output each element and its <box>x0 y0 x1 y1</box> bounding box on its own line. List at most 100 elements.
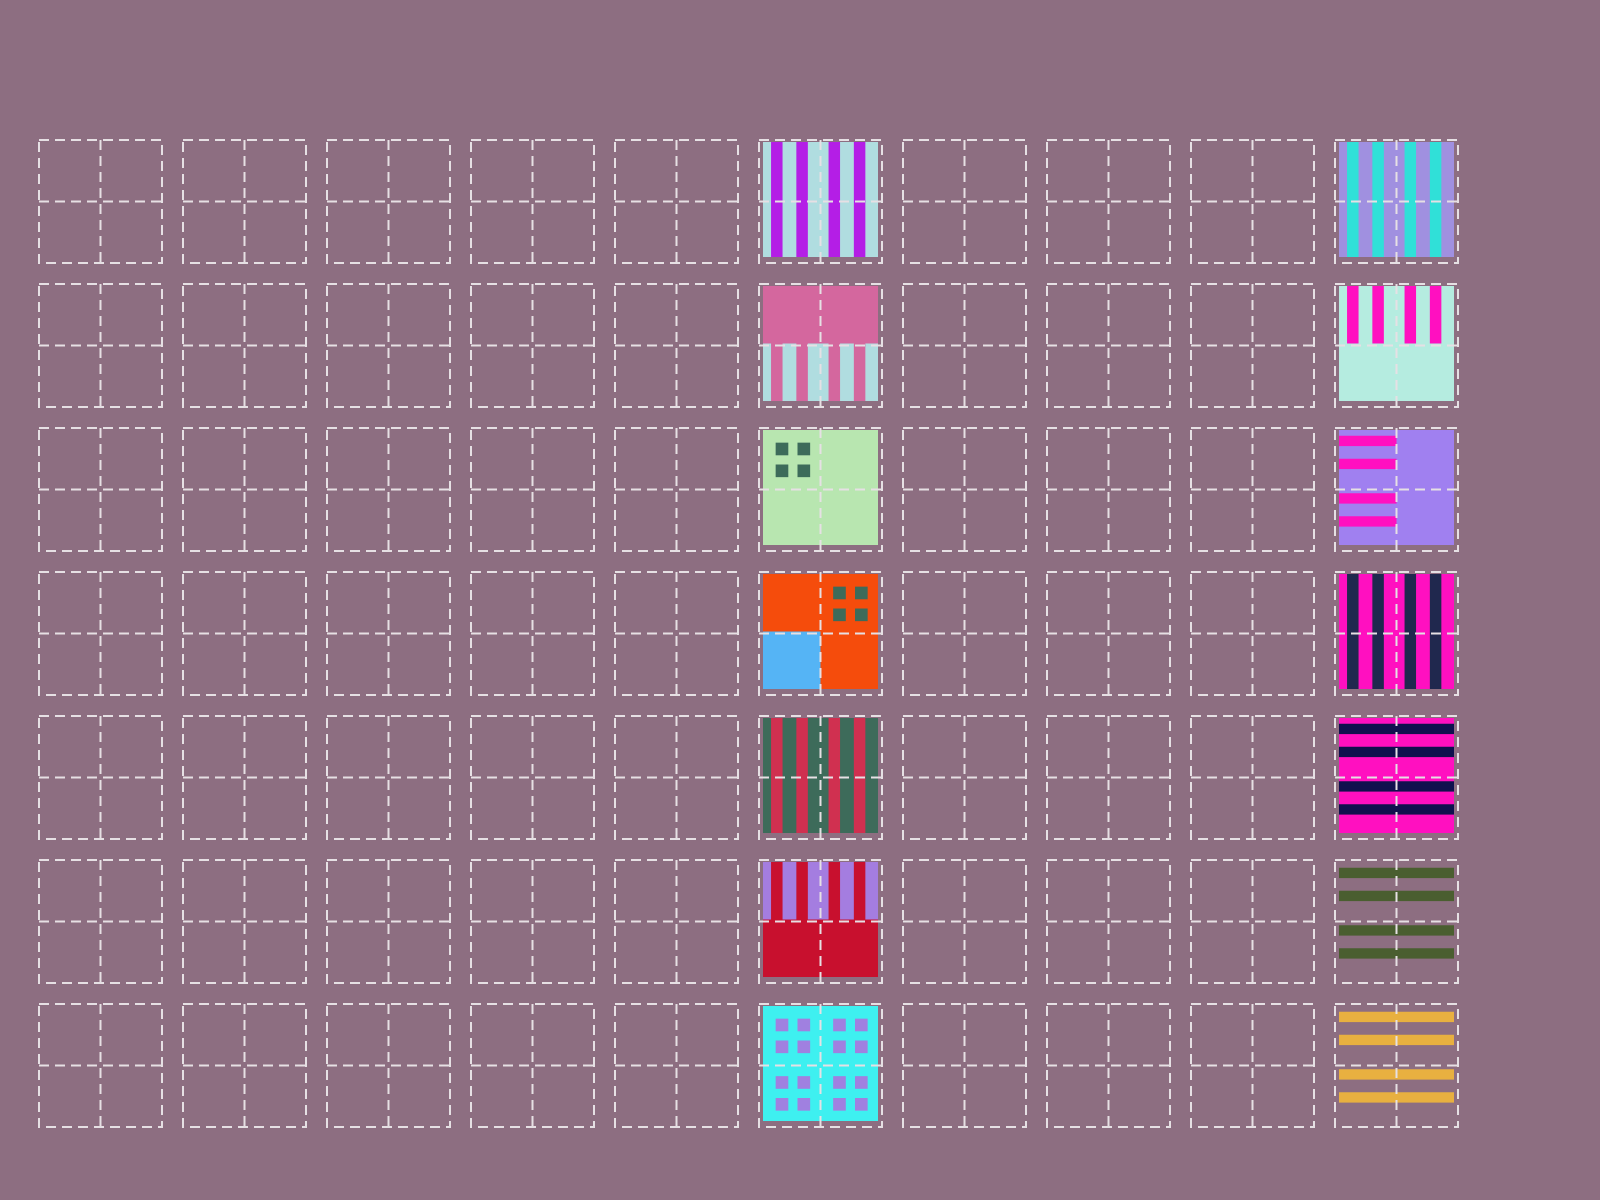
grid-cell[interactable] <box>470 859 595 984</box>
grid-cell[interactable] <box>902 715 1027 840</box>
tile[interactable] <box>1339 286 1454 401</box>
grid-cell[interactable] <box>758 1003 883 1128</box>
grid-cell[interactable] <box>902 427 1027 552</box>
cell-outline <box>758 427 883 552</box>
grid-cell[interactable] <box>38 715 163 840</box>
tile[interactable] <box>763 286 878 401</box>
grid-cell[interactable] <box>1046 139 1171 264</box>
dot <box>855 1018 868 1032</box>
grid-cell[interactable] <box>1190 571 1315 696</box>
grid-cell[interactable] <box>758 715 883 840</box>
grid-cell[interactable] <box>38 571 163 696</box>
grid-cell[interactable] <box>1046 715 1171 840</box>
grid-cell[interactable] <box>758 859 883 984</box>
grid-cell[interactable] <box>326 859 451 984</box>
cell-outline <box>1046 859 1171 984</box>
grid-cell[interactable] <box>182 571 307 696</box>
grid-cell[interactable] <box>1334 283 1459 408</box>
grid-cell[interactable] <box>1190 427 1315 552</box>
grid-cell[interactable] <box>1190 283 1315 408</box>
tile[interactable] <box>1339 867 1454 959</box>
stripe <box>1396 1011 1454 1023</box>
grid-cell[interactable] <box>1190 1003 1315 1128</box>
grid-cell[interactable] <box>38 139 163 264</box>
grid-cell[interactable] <box>470 715 595 840</box>
grid-cell[interactable] <box>1046 427 1171 552</box>
grid-cell[interactable] <box>614 715 739 840</box>
grid-cell[interactable] <box>1334 859 1459 984</box>
grid-cell[interactable] <box>1190 715 1315 840</box>
grid-cell[interactable] <box>1334 139 1459 264</box>
grid-cell[interactable] <box>38 859 163 984</box>
grid-cell[interactable] <box>38 427 163 552</box>
cell-outline <box>182 715 307 840</box>
grid-cell[interactable] <box>182 1003 307 1128</box>
grid-cell[interactable] <box>758 571 883 696</box>
grid-cell[interactable] <box>902 283 1027 408</box>
stripe <box>1372 631 1384 689</box>
grid-cell[interactable] <box>470 139 595 264</box>
grid-cell[interactable] <box>182 139 307 264</box>
grid-cell[interactable] <box>614 571 739 696</box>
grid-cell[interactable] <box>1334 1003 1459 1128</box>
cell-outline <box>902 1003 1027 1128</box>
grid-cell[interactable] <box>182 715 307 840</box>
grid-cell[interactable] <box>38 283 163 408</box>
grid-cell[interactable] <box>326 283 451 408</box>
tile[interactable] <box>763 1006 878 1121</box>
grid-cell[interactable] <box>902 1003 1027 1128</box>
grid-cell[interactable] <box>758 139 883 264</box>
grid-cell[interactable] <box>182 427 307 552</box>
grid-cell[interactable] <box>614 427 739 552</box>
grid-cell[interactable] <box>902 571 1027 696</box>
grid-cell[interactable] <box>1334 571 1459 696</box>
grid-cell[interactable] <box>758 283 883 408</box>
stripe <box>1429 631 1442 689</box>
tile[interactable] <box>1339 430 1454 545</box>
tile-quadrant <box>763 919 821 977</box>
grid-cell[interactable] <box>470 1003 595 1128</box>
stripe <box>1396 746 1454 758</box>
grid-cell[interactable] <box>1046 1003 1171 1128</box>
grid-cell[interactable] <box>326 1003 451 1128</box>
tile[interactable] <box>1339 718 1454 833</box>
tile[interactable] <box>763 862 878 977</box>
grid-cell[interactable] <box>902 859 1027 984</box>
grid-cell[interactable] <box>470 571 595 696</box>
tile[interactable] <box>763 142 878 257</box>
grid-cell[interactable] <box>326 715 451 840</box>
stripe <box>1339 1092 1397 1103</box>
grid-cell[interactable] <box>326 571 451 696</box>
grid-cell[interactable] <box>182 283 307 408</box>
grid-cell[interactable] <box>326 139 451 264</box>
stripe <box>1396 890 1454 902</box>
grid-cell[interactable] <box>1334 427 1459 552</box>
grid-cell[interactable] <box>1190 859 1315 984</box>
grid-cell[interactable] <box>614 283 739 408</box>
tile-quadrant <box>763 1006 821 1064</box>
grid-cell[interactable] <box>470 427 595 552</box>
grid-cell[interactable] <box>1190 139 1315 264</box>
grid-cell[interactable] <box>1046 571 1171 696</box>
grid-cell[interactable] <box>1046 283 1171 408</box>
grid-cell[interactable] <box>614 1003 739 1128</box>
grid-cell[interactable] <box>470 283 595 408</box>
grid-cell[interactable] <box>38 1003 163 1128</box>
grid-cell[interactable] <box>758 427 883 552</box>
grid-cell[interactable] <box>182 859 307 984</box>
cell-outline <box>470 427 595 552</box>
tile[interactable] <box>763 430 878 545</box>
grid-cell[interactable] <box>1334 715 1459 840</box>
grid-cell[interactable] <box>614 859 739 984</box>
tile[interactable] <box>1339 1011 1454 1103</box>
tile[interactable] <box>763 574 878 689</box>
grid-cell[interactable] <box>614 139 739 264</box>
tile[interactable] <box>763 718 878 833</box>
grid-cell[interactable] <box>326 427 451 552</box>
dot <box>797 464 811 478</box>
grid-cell[interactable] <box>902 139 1027 264</box>
tile[interactable] <box>1339 574 1454 689</box>
tile[interactable] <box>1339 142 1454 257</box>
grid-cell[interactable] <box>1046 859 1171 984</box>
tile-quadrant <box>763 631 821 689</box>
